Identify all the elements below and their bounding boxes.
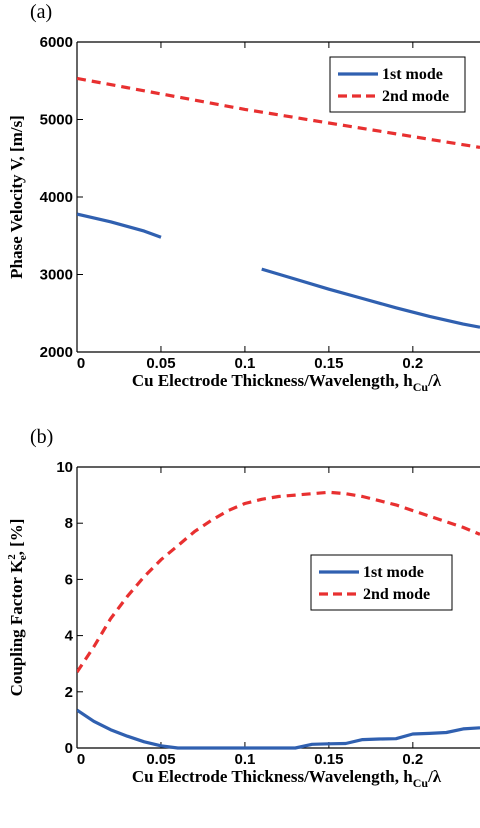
legend: 1st mode 2nd mode xyxy=(329,56,466,113)
chart-panel-b: (b) 0 2 4 6 8 10 0 0.05 0.1 0.15 0.2Cu Electrode Th… xyxy=(6,426,480,790)
y-tick-label: 2 xyxy=(65,684,73,701)
legend-box xyxy=(329,56,466,113)
legend-label: 2nd mode xyxy=(363,586,430,603)
y-tick-label: 6 xyxy=(65,571,73,588)
y-tick-label: 5000 xyxy=(40,112,73,129)
x-axis-label: Cu Electrode Thickness/Wavelength, hCu/λ xyxy=(132,371,442,394)
y-tick-label: 8 xyxy=(65,515,73,532)
x-tick-label: 0.05 xyxy=(146,355,175,372)
y-tick-label: 3000 xyxy=(40,267,73,284)
panel-label: (a) xyxy=(30,1,52,23)
x-tick-label: 0.15 xyxy=(314,751,343,768)
series-line-2nd-mode xyxy=(77,76,480,149)
series-line-1st-mode xyxy=(261,267,480,329)
y-tick-label: 4000 xyxy=(40,189,73,206)
y-tick-label: 0 xyxy=(65,740,73,757)
x-tick-label: 0.2 xyxy=(402,751,423,768)
x-tick-label: 0.2 xyxy=(402,355,423,372)
x-tick-label: 0.05 xyxy=(146,751,175,768)
series-line-2nd-mode xyxy=(77,490,480,673)
x-tick-label: 0.15 xyxy=(314,355,343,372)
y-tick-label: 4 xyxy=(65,628,74,645)
x-axis-label: Cu Electrode Thickness/Wavelength, hCu/λ xyxy=(132,767,442,790)
y-tick-label: 2000 xyxy=(40,344,73,361)
x-tick-label: 0.1 xyxy=(234,355,255,372)
x-tick-label: 0 xyxy=(77,355,85,372)
series-line-1st-mode xyxy=(77,212,162,239)
legend: 1st mode 2nd mode xyxy=(310,554,453,611)
legend-label: 2nd mode xyxy=(382,88,449,105)
legend-label: 1st mode xyxy=(382,66,443,83)
series-line-1st-mode xyxy=(77,708,480,750)
y-axis-label: Coupling Factor K2e, [%] xyxy=(6,519,29,697)
legend-label: 1st mode xyxy=(363,564,424,581)
y-tick-label: 10 xyxy=(56,459,73,476)
legend-box xyxy=(310,554,453,611)
y-axis-label: Phase Velocity V, [m/s] xyxy=(7,115,26,279)
x-tick-label: 0.1 xyxy=(234,751,255,768)
chart-panel-a: (a) 2000 3000 4000 5000 6000 0 0.05 0.1 0.15 0.2Cu… xyxy=(7,1,480,394)
x-tick-label: 0 xyxy=(77,751,85,768)
panel-label: (b) xyxy=(30,426,53,448)
y-tick-label: 6000 xyxy=(40,34,73,51)
